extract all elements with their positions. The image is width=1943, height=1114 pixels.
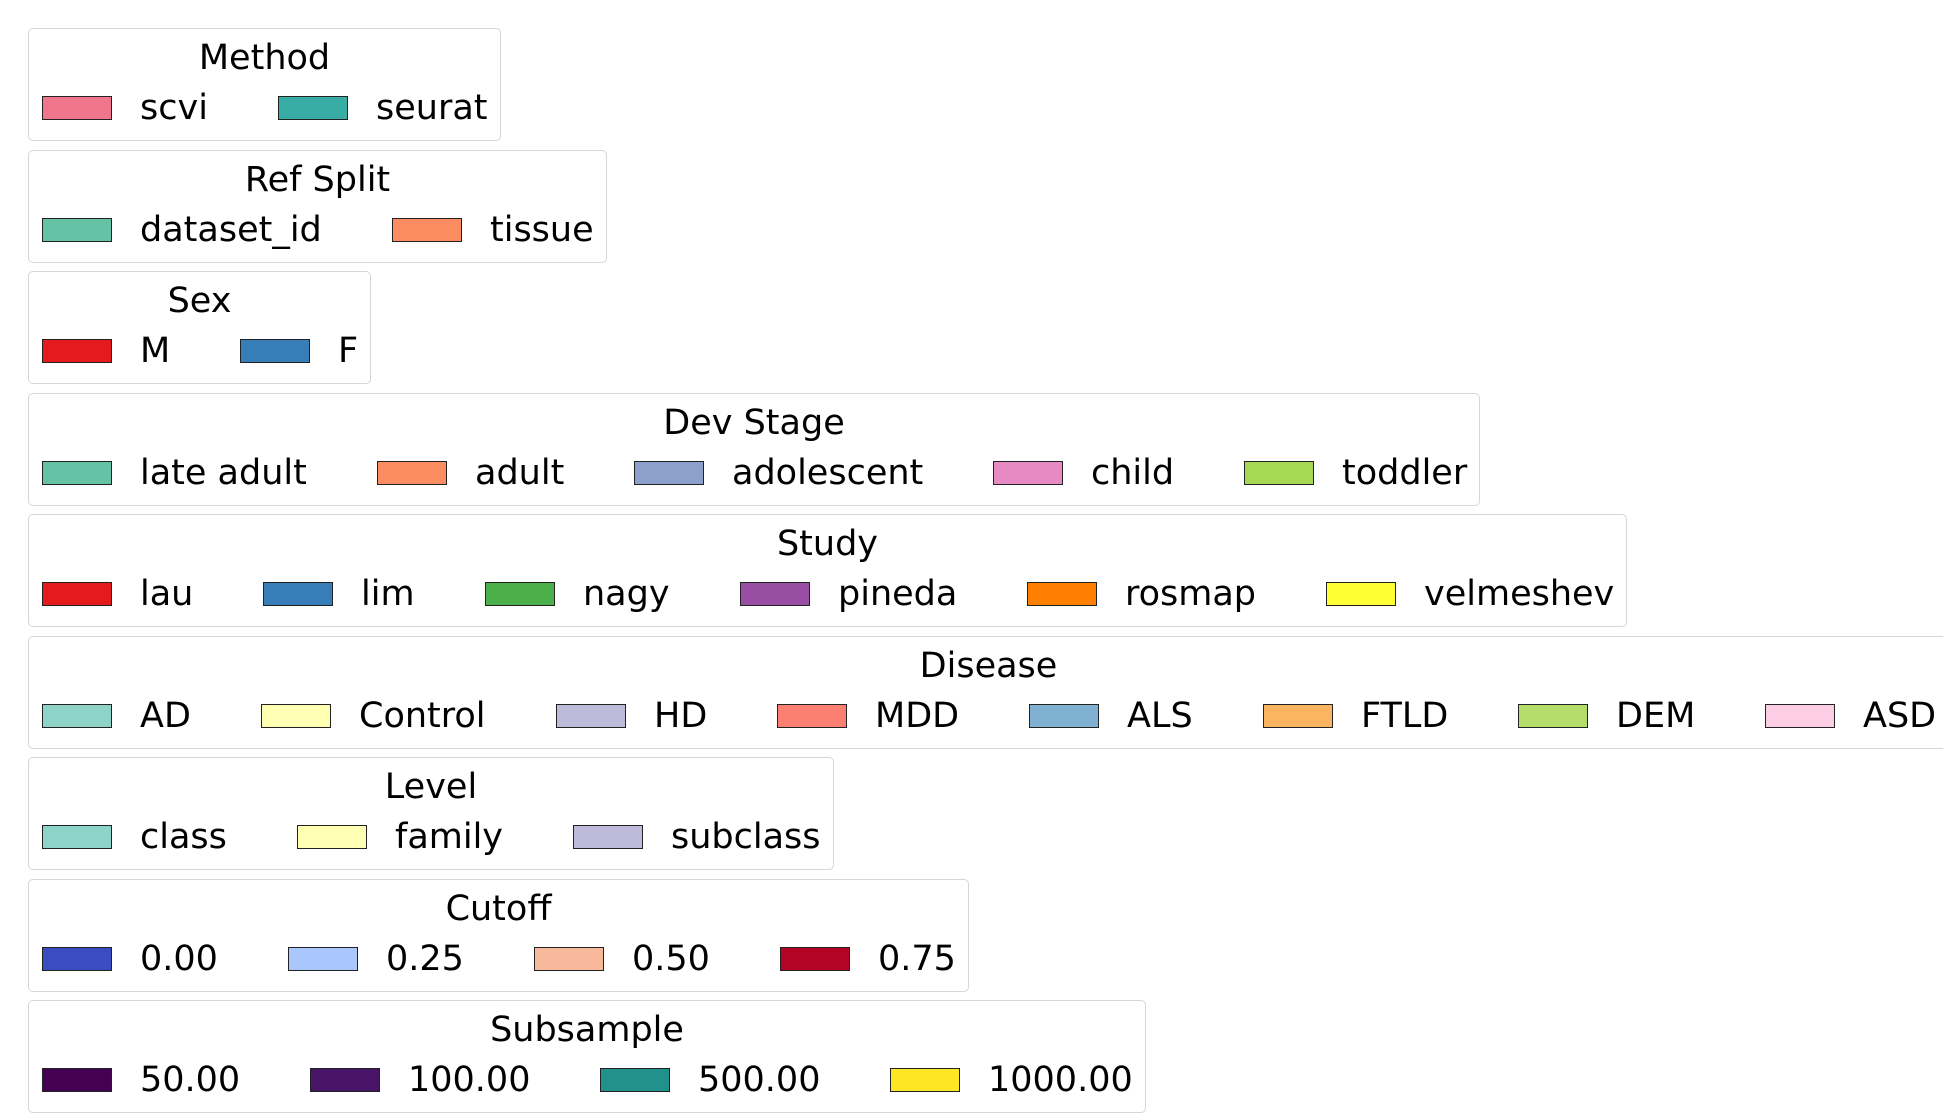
legend-label: seurat	[376, 88, 488, 128]
legend-subsample: Subsample 50.00 100.00 500.00 1000.00	[28, 1000, 1146, 1113]
legend-swatch	[1765, 703, 1835, 728]
legend-label: DEM	[1616, 695, 1696, 736]
legend-label: ALS	[1127, 695, 1193, 736]
legend-swatch	[42, 339, 112, 363]
legend-label: M	[140, 331, 171, 371]
legend-label: adult	[475, 452, 565, 493]
legend-swatch	[634, 460, 704, 485]
legend-label: nagy	[583, 574, 670, 614]
legend-swatch	[261, 703, 331, 728]
legend-label: F	[338, 331, 359, 371]
legend-dev-stage: Dev Stage late adult adult adolescent ch…	[28, 392, 1480, 506]
legend-label: 500.00	[698, 1060, 821, 1100]
legend-swatch	[42, 217, 112, 242]
legend-label: 0.00	[140, 938, 218, 979]
legend-label: class	[140, 817, 227, 857]
legend-label: dataset_id	[140, 209, 322, 250]
legend-label: 0.75	[878, 938, 956, 979]
legend-swatch	[1029, 703, 1099, 728]
legend-swatch	[288, 946, 358, 971]
legend-title: Study	[776, 524, 879, 564]
legend-ref-split: Ref Split dataset_id tissue	[28, 149, 607, 263]
legend-swatch	[1263, 703, 1333, 728]
legend-level: Level class family subclass	[28, 757, 834, 870]
legend-method: Method scvi seurat	[28, 28, 501, 141]
legend-label: AD	[140, 695, 191, 736]
legend-label: 0.25	[386, 938, 464, 979]
legend-swatch	[240, 339, 310, 363]
legend-label: velmeshev	[1424, 574, 1615, 614]
legend-label: 100.00	[408, 1060, 531, 1100]
legend-label: lim	[361, 574, 415, 614]
legend-title: Cutoff	[445, 888, 552, 929]
legend-swatch	[42, 946, 112, 971]
legend-swatch	[42, 460, 112, 485]
legend-label: ASD	[1863, 695, 1937, 736]
legend-swatch	[42, 703, 112, 728]
legend-title: Level	[384, 767, 478, 807]
legend-label: MDD	[875, 695, 960, 736]
legend-swatch	[377, 460, 447, 485]
legend-swatch	[600, 1068, 670, 1092]
legend-cutoff: Cutoff 0.00 0.25 0.50 0.75	[28, 878, 969, 992]
legend-label: 0.50	[632, 938, 710, 979]
legend-swatch	[1244, 460, 1314, 485]
legend-swatch	[42, 1068, 112, 1092]
legend-swatch	[42, 825, 112, 849]
legend-label: 1000.00	[988, 1060, 1133, 1100]
legend-label: family	[395, 817, 504, 857]
legend-swatch	[534, 946, 604, 971]
legend-label: late adult	[140, 452, 307, 493]
legend-swatch	[392, 217, 462, 242]
legend-label: tissue	[490, 209, 594, 250]
legend-swatch	[740, 582, 810, 606]
legend-label: subclass	[671, 817, 821, 857]
legend-disease: Disease AD Control HD MDD ALS FTLD DEM A…	[28, 635, 1943, 749]
legend-swatch	[278, 96, 348, 120]
legend-swatch	[993, 460, 1063, 485]
legend-label: lau	[140, 574, 194, 614]
legend-swatch	[573, 825, 643, 849]
legend-label: pineda	[838, 574, 958, 614]
legend-label: adolescent	[732, 452, 924, 493]
legend-label: Control	[359, 695, 486, 736]
legend-swatch	[485, 582, 555, 606]
legend-label: child	[1091, 452, 1175, 493]
legend-swatch	[1027, 582, 1097, 606]
legend-sex: Sex M F	[28, 271, 371, 384]
legend-label: 50.00	[140, 1060, 241, 1100]
legend-title: Subsample	[490, 1010, 684, 1050]
legend-swatch	[42, 582, 112, 606]
legend-swatch	[1518, 703, 1588, 728]
legend-label: rosmap	[1125, 574, 1257, 614]
legend-swatch	[780, 946, 850, 971]
legend-title: Ref Split	[244, 159, 391, 200]
legend-swatch	[310, 1068, 380, 1092]
legend-label: FTLD	[1361, 695, 1449, 736]
legend-study: Study lau lim nagy pineda rosmap velmesh…	[28, 514, 1627, 627]
legend-title: Dev Stage	[663, 402, 845, 443]
legend-label: HD	[654, 695, 708, 736]
legend-swatch	[297, 825, 367, 849]
legend-swatch	[42, 96, 112, 120]
legend-title: Method	[198, 38, 331, 78]
legend-swatch	[890, 1068, 960, 1092]
legend-label: scvi	[140, 88, 208, 128]
legend-swatch	[556, 703, 626, 728]
legend-swatch	[1326, 582, 1396, 606]
legend-swatch	[263, 582, 333, 606]
legend-title: Disease	[919, 645, 1058, 686]
legend-title: Sex	[167, 281, 232, 321]
legend-swatch	[777, 703, 847, 728]
legend-label: toddler	[1342, 452, 1468, 493]
